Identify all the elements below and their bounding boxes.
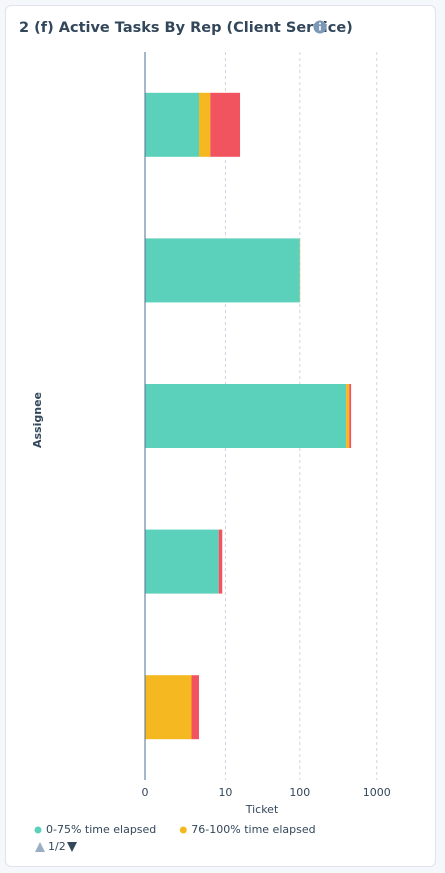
info-icon[interactable]: [313, 20, 327, 34]
bar-segment: [218, 529, 223, 594]
legend-page: 1/2: [48, 840, 66, 853]
x-tick-label: 1000: [363, 786, 391, 799]
bar-segment: [198, 92, 211, 157]
x-tick-label: 10: [218, 786, 232, 799]
bar-segment: [145, 529, 219, 594]
x-axis-title: Ticket: [245, 803, 279, 816]
bar-segment: [346, 384, 350, 448]
y-axis-title: Assignee: [31, 392, 44, 448]
legend-page-prev[interactable]: [35, 842, 45, 852]
legend-page-next[interactable]: [67, 842, 77, 852]
legend-swatch: [34, 826, 42, 834]
bar-segment: [145, 384, 347, 448]
bar-segment: [349, 384, 352, 448]
bar-segment: [145, 238, 300, 303]
bar-segment: [191, 675, 199, 740]
bar-segment: [145, 92, 199, 157]
x-tick-label: 0: [142, 786, 149, 799]
legend-label[interactable]: 76-100% time elapsed: [191, 823, 315, 836]
bar-segment: [210, 92, 241, 157]
chart-title: 2 (f) Active Tasks By Rep (Client Servic…: [19, 20, 353, 36]
x-tick-label: 100: [289, 786, 310, 799]
bar-segment: [145, 675, 192, 740]
legend-label[interactable]: 0-75% time elapsed: [46, 823, 156, 836]
legend-swatch: [179, 826, 187, 834]
